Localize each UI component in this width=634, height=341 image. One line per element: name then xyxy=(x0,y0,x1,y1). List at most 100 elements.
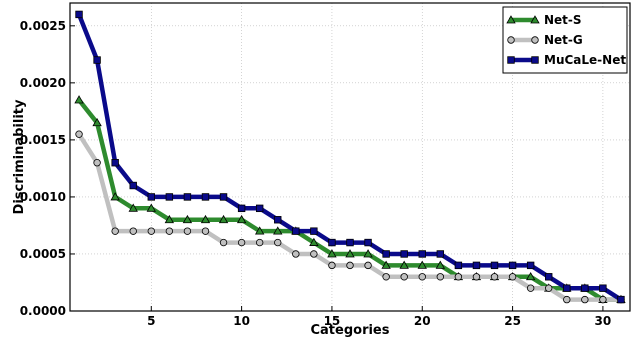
x-tick-label: 15 xyxy=(324,314,341,328)
series-line-net-g xyxy=(77,132,621,302)
data-point-net-s xyxy=(254,226,265,235)
data-point-mucale-net xyxy=(454,261,463,270)
data-point-mucale-net xyxy=(418,250,426,258)
data-point-net-s xyxy=(146,203,156,212)
series-net-s xyxy=(74,95,626,303)
data-point-mucale-net xyxy=(147,193,155,201)
data-point-net-g xyxy=(526,284,535,292)
data-point-net-s xyxy=(417,260,427,269)
data-point-net-g xyxy=(75,130,83,138)
data-point-net-g xyxy=(472,273,481,281)
data-point-mucale-net xyxy=(599,284,607,292)
data-point-net-s xyxy=(273,226,283,235)
y-tick-label: 0.0005 xyxy=(20,247,66,261)
legend-label: Net-G xyxy=(544,33,583,47)
legend-label: MuCaLe-Net xyxy=(544,53,626,67)
data-point-mucale-net xyxy=(563,284,571,292)
y-tick-label: 0.0025 xyxy=(20,19,66,33)
data-point-mucale-net xyxy=(165,193,174,201)
legend-marker xyxy=(506,15,516,24)
legend-marker xyxy=(531,56,539,64)
legend-marker xyxy=(507,56,515,64)
y-axis-title: Discriminability xyxy=(12,99,27,214)
legend: Net-S Net-G MuCaLe-Net xyxy=(502,6,628,74)
data-point-mucale-net xyxy=(364,238,372,247)
y-tick-label: 0.0000 xyxy=(20,304,66,318)
data-point-mucale-net xyxy=(274,216,282,224)
data-point-net-s xyxy=(236,214,247,224)
data-point-net-g xyxy=(129,227,137,235)
y-tick-label: 0.0015 xyxy=(20,133,66,147)
data-point-net-s xyxy=(92,117,102,127)
x-tick-label: 25 xyxy=(504,314,521,328)
x-tick-label: 5 xyxy=(147,314,155,328)
data-point-mucale-net xyxy=(111,159,119,167)
data-point-net-s xyxy=(200,214,211,224)
data-point-mucale-net xyxy=(237,204,246,213)
y-tick-label: 0.0020 xyxy=(20,76,66,90)
data-point-net-s xyxy=(435,260,446,269)
data-point-mucale-net xyxy=(508,261,517,270)
data-point-mucale-net xyxy=(93,56,101,64)
data-point-net-s xyxy=(128,203,138,212)
data-point-net-s xyxy=(345,249,355,258)
data-point-net-s xyxy=(182,214,193,224)
data-point-mucale-net xyxy=(346,238,354,247)
x-tick-label: 10 xyxy=(233,314,250,328)
data-point-mucale-net xyxy=(545,273,553,281)
data-point-mucale-net xyxy=(183,193,192,201)
data-point-net-s xyxy=(74,95,84,104)
data-point-mucale-net xyxy=(310,227,318,235)
data-point-net-g xyxy=(292,250,300,258)
data-point-net-g xyxy=(237,238,246,247)
data-point-mucale-net xyxy=(382,250,390,258)
data-point-net-g xyxy=(346,261,354,270)
data-point-net-s xyxy=(363,249,373,258)
data-point-net-g xyxy=(545,284,553,292)
data-point-net-s xyxy=(381,260,391,269)
data-point-net-g xyxy=(93,159,101,167)
y-tick-label: 0.0010 xyxy=(20,190,66,204)
data-point-mucale-net xyxy=(581,284,589,292)
data-point-mucale-net xyxy=(400,250,408,258)
data-point-net-g xyxy=(165,227,174,235)
x-tick-label: 20 xyxy=(414,314,431,328)
data-point-net-g xyxy=(508,273,517,281)
data-point-net-g xyxy=(183,227,192,235)
data-point-net-g xyxy=(563,295,571,304)
data-point-net-g xyxy=(418,273,426,281)
data-point-mucale-net xyxy=(201,193,210,201)
data-point-net-s xyxy=(218,214,229,224)
data-point-net-s xyxy=(110,192,120,201)
data-point-net-s xyxy=(525,271,536,281)
data-point-mucale-net xyxy=(129,181,137,190)
data-point-net-g xyxy=(364,261,372,270)
series-mucale-net xyxy=(75,10,625,304)
data-point-net-s xyxy=(327,249,337,258)
data-point-net-s xyxy=(164,214,175,224)
data-point-net-g xyxy=(255,238,264,247)
data-point-net-g xyxy=(219,238,228,247)
data-point-net-g xyxy=(454,273,463,281)
legend-marker xyxy=(530,15,540,24)
data-point-mucale-net xyxy=(328,238,336,247)
data-point-net-g xyxy=(599,295,607,304)
data-point-net-g xyxy=(382,273,390,281)
data-point-mucale-net xyxy=(617,295,625,304)
data-point-net-g xyxy=(436,273,445,281)
axis-ticks: 5 10 15 20 25 30 0.0000 0.0005 0.0010 0.0015 0.002… xyxy=(20,19,612,328)
legend-marker xyxy=(507,36,515,44)
data-point-mucale-net xyxy=(75,10,83,19)
data-point-net-g xyxy=(201,227,210,235)
x-tick-label: 30 xyxy=(595,314,612,328)
data-point-net-s xyxy=(309,237,319,246)
data-point-mucale-net xyxy=(436,250,445,258)
data-point-mucale-net xyxy=(255,204,264,213)
data-point-net-g xyxy=(490,273,499,281)
series-lines xyxy=(74,10,626,304)
data-point-mucale-net xyxy=(526,261,535,270)
series-net-g xyxy=(75,130,625,304)
data-point-net-g xyxy=(274,238,282,247)
